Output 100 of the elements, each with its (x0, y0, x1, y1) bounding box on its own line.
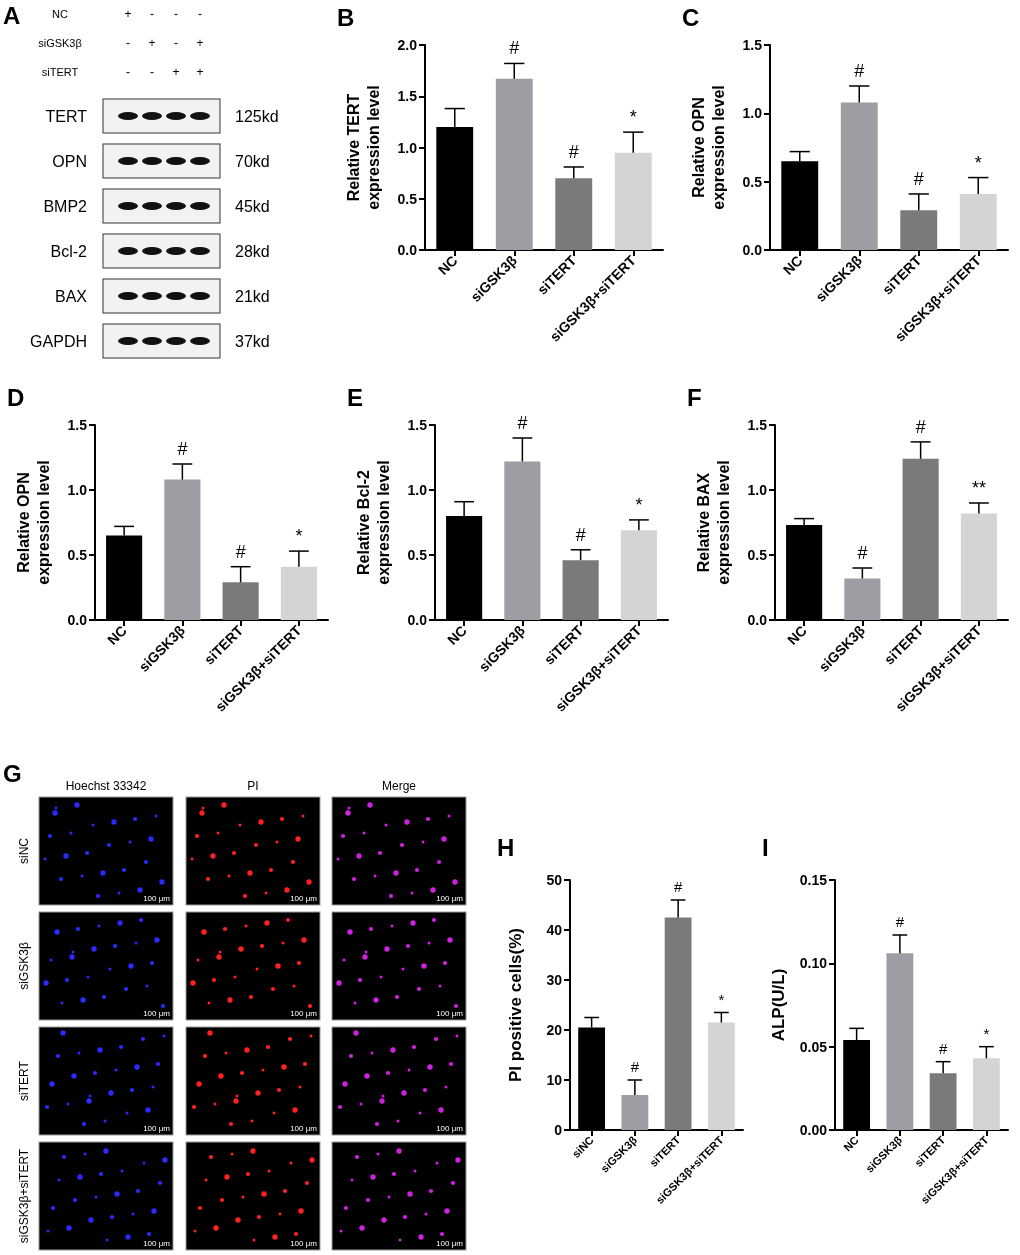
category-label: GAPDH (30, 333, 87, 350)
category-label: BAX (54, 288, 87, 305)
annotation: # (895, 913, 905, 930)
bar (280, 566, 317, 620)
annotation: * (629, 107, 637, 128)
x-tick-label: NC (434, 252, 461, 278)
text: 100 μm (143, 1124, 170, 1133)
bar (886, 953, 914, 1130)
annotation: # (568, 141, 579, 162)
text: 100 μm (436, 1124, 463, 1133)
y-tick-label: 0.5 (407, 547, 428, 563)
annotation: # (857, 543, 868, 563)
category-label: Hoechst 33342 (65, 779, 147, 793)
text: - (150, 7, 154, 21)
y-axis-title: Relative TERT expression level (344, 85, 382, 210)
text: 100 μm (143, 1009, 170, 1018)
category-label: siGSK3β (17, 942, 31, 990)
category-label: Bcl-2 (50, 243, 87, 260)
chart-title: H (497, 833, 515, 861)
y-axis-title: Relative Bcl-2 expression level (354, 460, 392, 585)
text: 100 μm (143, 1239, 170, 1248)
text: 100 μm (436, 1009, 463, 1018)
y-tick-label: 1.5 (742, 37, 763, 53)
y-tick-label: 0.0 (397, 242, 418, 258)
bar (504, 461, 541, 620)
x-tick-label: NC (841, 1133, 861, 1154)
y-axis-title: Relative OPN expression level (689, 85, 727, 210)
bar (614, 152, 652, 250)
category-label: BMP2 (43, 198, 87, 215)
y-tick-label: 1.0 (67, 482, 88, 498)
annotation: # (509, 38, 520, 59)
chart-title: B (337, 3, 355, 31)
annotation: # (235, 541, 246, 562)
y-tick-label: 0.5 (397, 190, 418, 207)
text: A (3, 2, 21, 29)
annotation: # (938, 1039, 948, 1057)
y-tick-label: 0.15 (799, 872, 828, 888)
y-tick-label: 0.5 (747, 547, 768, 563)
x-tick-label: NC (779, 252, 806, 278)
text: NC (52, 8, 68, 20)
y-tick-label: 0.05 (799, 1038, 828, 1055)
bar (621, 1095, 649, 1130)
bar (840, 102, 878, 250)
y-tick-label: 0.00 (799, 1122, 828, 1138)
y-tick-label: 30 (546, 972, 563, 988)
y-tick-label: 1.5 (397, 88, 418, 105)
y-tick-label: 1.0 (407, 482, 428, 498)
category-label: PI (247, 779, 259, 793)
y-tick-label: 0.0 (742, 242, 763, 258)
category-label: 37kd (235, 333, 270, 350)
text: + (196, 36, 204, 50)
y-tick-label: 0.0 (407, 612, 428, 628)
text: + (148, 36, 156, 50)
y-tick-label: 0.0 (67, 612, 88, 628)
annotation: # (575, 524, 586, 545)
text: 100 μm (436, 1239, 463, 1248)
x-tick-label: NC (104, 622, 130, 648)
bar (902, 458, 939, 620)
y-tick-label: 50 (546, 872, 563, 888)
category-label: 45kd (235, 198, 270, 215)
text: 100 μm (436, 894, 463, 903)
annotation: * (635, 494, 643, 515)
x-tick-label: NC (444, 622, 470, 648)
bar (972, 1058, 1000, 1130)
text: + (196, 65, 204, 79)
y-tick-label: 1.5 (747, 417, 768, 433)
text: - (126, 36, 130, 50)
text: 100 μm (143, 894, 171, 903)
bar (164, 479, 201, 620)
text: siGSK3β (38, 37, 82, 49)
chart-title: E (347, 383, 364, 411)
chart-title: I (762, 833, 769, 861)
text: siTERT (41, 66, 79, 78)
bar (562, 560, 599, 620)
chart-title: C (682, 3, 700, 31)
y-tick-label: 1.0 (397, 139, 418, 156)
text: 100 μm (290, 1124, 317, 1133)
y-tick-label: 0.0 (747, 612, 768, 628)
text: - (174, 36, 178, 50)
category-label: 21kd (235, 288, 270, 305)
y-tick-label: 1.5 (67, 417, 88, 433)
y-axis-title: Relative BAX expression level (694, 460, 732, 585)
annotation: * (718, 990, 725, 1008)
y-tick-label: 0.5 (742, 173, 763, 190)
y-tick-label: 10 (546, 1072, 563, 1088)
y-tick-label: 20 (546, 1022, 563, 1038)
chart-title: D (7, 383, 25, 411)
category-label: 28kd (235, 243, 270, 260)
y-axis-title: Relative OPN expression level (14, 460, 52, 585)
chart-title: F (687, 383, 702, 411)
annotation: # (915, 416, 926, 437)
y-tick-label: 0 (554, 1122, 563, 1138)
y-tick-label: 40 (546, 922, 563, 938)
annotation: * (983, 1024, 990, 1042)
y-axis-title: PI positive cells(%) (505, 928, 525, 1082)
text: + (124, 7, 132, 21)
text: - (150, 65, 154, 79)
bar (959, 193, 997, 250)
x-tick-label: NC (784, 622, 810, 648)
y-tick-label: 2.0 (397, 37, 418, 53)
